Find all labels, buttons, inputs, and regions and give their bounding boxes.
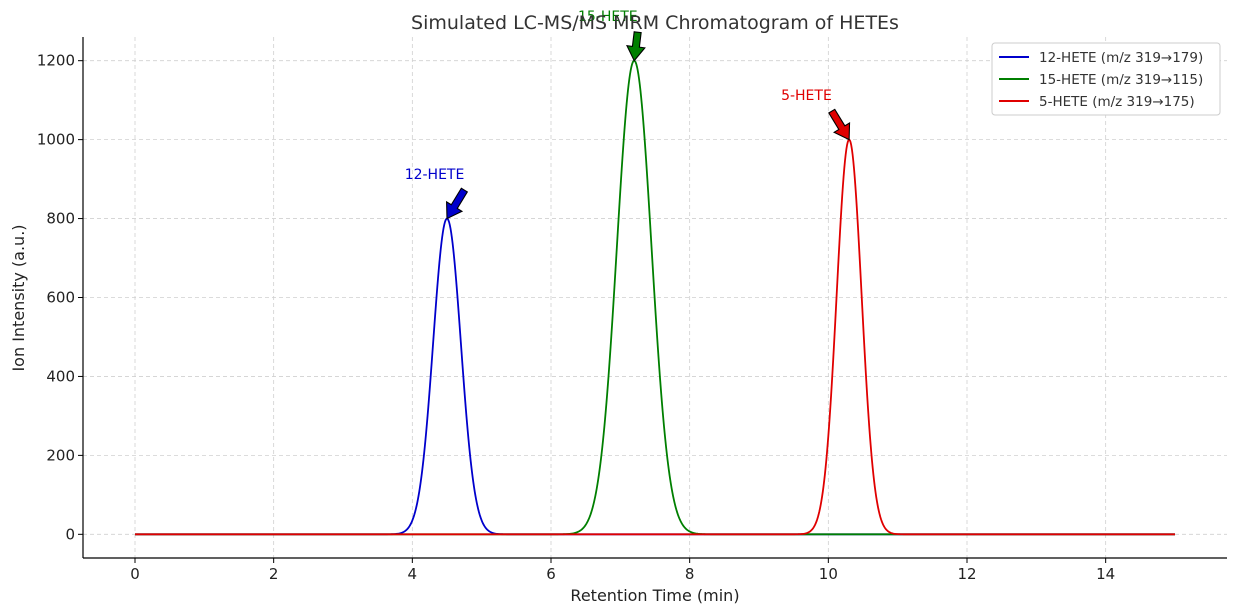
x-tick-label: 2	[269, 565, 279, 583]
annotation-arrow-12-hete	[446, 187, 469, 220]
chart-title: Simulated LC-MS/MS MRM Chromatogram of H…	[411, 12, 899, 34]
annotation-arrow-5-hete	[828, 108, 851, 141]
legend-box	[991, 42, 1221, 116]
annotation-label-12-hete: 12-HETE	[405, 167, 465, 183]
annotation-arrow-shape	[828, 108, 851, 141]
ticks: 0 2 4 6 8 10 12 14 0 200 400 600 800 1000 1200	[37, 52, 1115, 583]
legend-label-12-hete: 12-HETE (m/z 319→179)	[1039, 50, 1203, 66]
annotation-arrow-shape	[446, 187, 469, 220]
x-tick-label: 8	[685, 565, 695, 583]
y-tick-label: 1000	[37, 131, 75, 149]
series-line-15-hete	[135, 59, 1175, 536]
y-tick-label: 0	[65, 525, 75, 543]
x-tick-label: 10	[819, 565, 838, 583]
legend-label-5-hete: 5-HETE (m/z 319→175)	[1039, 94, 1195, 110]
y-tick-label: 600	[46, 289, 75, 307]
annotation-label-15-hete: 15-HETE	[578, 9, 638, 25]
series-line-12-hete	[135, 217, 1175, 536]
x-tick-label: 6	[546, 565, 556, 583]
y-tick-label: 400	[46, 367, 75, 385]
series-line-5-hete	[135, 138, 1175, 536]
y-axis-label: Ion Intensity (a.u.)	[9, 224, 28, 371]
annotation-arrow-15-hete	[626, 31, 646, 62]
y-tick-label: 800	[46, 210, 75, 228]
series-lines	[135, 59, 1175, 536]
annotation-label-5-hete: 5-HETE	[781, 88, 832, 104]
peak-annotations: 12-HETE 15-HETE 5-HETE	[405, 9, 851, 220]
annotation-arrow-shape	[626, 31, 646, 62]
y-tick-label: 200	[46, 446, 75, 464]
x-tick-label: 0	[130, 565, 140, 583]
x-tick-label: 4	[408, 565, 418, 583]
x-axis-label: Retention Time (min)	[570, 586, 739, 605]
y-tick-label: 1200	[37, 52, 75, 70]
x-tick-label: 14	[1096, 565, 1115, 583]
legend: 12-HETE (m/z 319→179) 15-HETE (m/z 319→1…	[991, 42, 1221, 116]
legend-label-15-hete: 15-HETE (m/z 319→115)	[1039, 72, 1203, 88]
x-tick-label: 12	[957, 565, 976, 583]
